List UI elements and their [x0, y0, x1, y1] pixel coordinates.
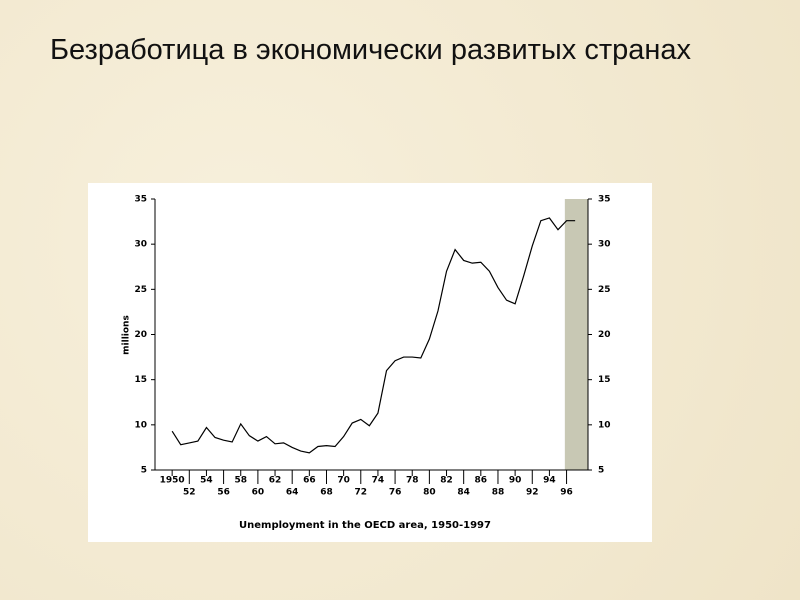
x-tick-label: 86	[475, 476, 488, 486]
y-tick-label: 10	[134, 420, 147, 430]
y2-tick-label: 15	[598, 375, 611, 385]
x-tick-label: 90	[509, 476, 522, 486]
x-tick-label: 82	[440, 476, 453, 486]
data-line	[171, 217, 576, 454]
y2-tick-label: 25	[598, 285, 611, 295]
y-tick-label: 25	[134, 285, 147, 295]
chart-background	[88, 183, 652, 542]
x-tick-label: 56	[217, 488, 230, 498]
y2-tick-label: 30	[598, 240, 611, 250]
y-tick-label: 30	[134, 240, 147, 250]
x-tick-label: 70	[337, 476, 350, 486]
x-tick-label: 58	[234, 476, 247, 486]
y-tick-label: 15	[134, 375, 147, 385]
x-tick-label: 72	[355, 488, 368, 498]
x-tick-label: 88	[492, 488, 505, 498]
x-tick-label: 94	[543, 476, 556, 486]
x-tick-label: 84	[457, 488, 470, 498]
chart-caption: Unemployment in the OECD area, 1950-1997	[239, 520, 491, 531]
y2-tick-label: 10	[598, 420, 611, 430]
x-tick-label: 68	[320, 488, 333, 498]
x-tick-label: 52	[183, 488, 196, 498]
x-tick-label: 62	[269, 476, 282, 486]
y-tick-label: 35	[134, 195, 147, 205]
x-tick-label: 92	[526, 488, 539, 498]
x-tick-label: 76	[389, 488, 402, 498]
x-tick-label: 64	[286, 488, 299, 498]
x-tick-label: 96	[560, 488, 573, 498]
x-tick-label: 60	[252, 488, 265, 498]
highlight-band	[564, 199, 588, 470]
y-axis-label: millions	[122, 315, 132, 355]
y2-tick-label: 35	[598, 195, 611, 205]
y2-tick-label: 5	[598, 466, 604, 476]
y-tick-label: 20	[134, 330, 147, 340]
x-tick-label: 54	[200, 476, 213, 486]
y2-tick-label: 20	[598, 330, 611, 340]
x-tick-label: 80	[423, 488, 436, 498]
x-tick-label: 78	[406, 476, 419, 486]
y-tick-label: 5	[141, 466, 147, 476]
x-tick-label: 1950	[160, 476, 185, 486]
slide-title: Безработица в экономически развитых стра…	[50, 34, 692, 66]
x-tick-label: 74	[372, 476, 385, 486]
x-tick-label: 66	[303, 476, 316, 486]
